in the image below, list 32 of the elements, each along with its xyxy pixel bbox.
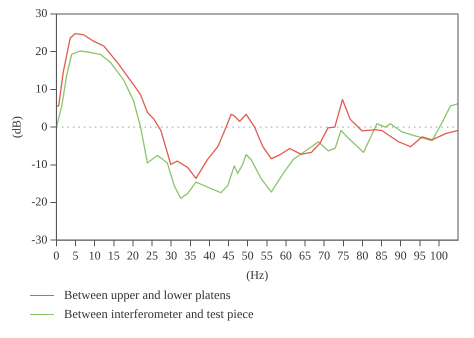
x-tick-label: 100 <box>430 248 448 263</box>
legend-label: Between interferometer and test piece <box>64 307 254 322</box>
x-tick-label: 70 <box>318 248 330 263</box>
x-tick-label: 30 <box>165 248 178 263</box>
x-tick-label: 90 <box>394 248 407 263</box>
x-tick-label: 40 <box>203 248 216 263</box>
x-tick-label: 80 <box>356 248 368 263</box>
y-axis-title: (dB) <box>9 116 24 138</box>
x-tick-label: 65 <box>299 248 312 263</box>
x-tick-label: 45 <box>222 248 235 263</box>
x-tick-label: 35 <box>184 248 196 263</box>
y-tick-label: -10 <box>31 156 48 171</box>
x-tick-label: 5 <box>72 248 79 263</box>
x-tick-label: 55 <box>260 248 273 263</box>
x-tick-label: 10 <box>88 248 101 263</box>
y-tick-label: 20 <box>35 44 48 58</box>
y-tick-label: 0 <box>41 119 48 134</box>
x-axis-title: (Hz) <box>246 268 268 282</box>
x-tick-label: 85 <box>376 248 388 263</box>
y-tick-label: -20 <box>31 194 48 209</box>
x-tick-label: 60 <box>280 248 292 263</box>
y-tick-label: 10 <box>35 82 48 96</box>
x-tick-label: 15 <box>108 248 120 263</box>
x-tick-label: 25 <box>146 248 158 263</box>
x-tick-label: 20 <box>126 248 139 263</box>
x-tick-label: 95 <box>414 248 426 263</box>
x-tick-label: 75 <box>337 248 350 263</box>
y-tick-label: -30 <box>31 232 48 246</box>
x-tick-label: 0 <box>53 248 60 263</box>
x-tick-label: 50 <box>242 248 254 263</box>
legend-label: Between upper and lower platens <box>64 288 231 303</box>
y-tick-label: 30 <box>35 6 48 20</box>
